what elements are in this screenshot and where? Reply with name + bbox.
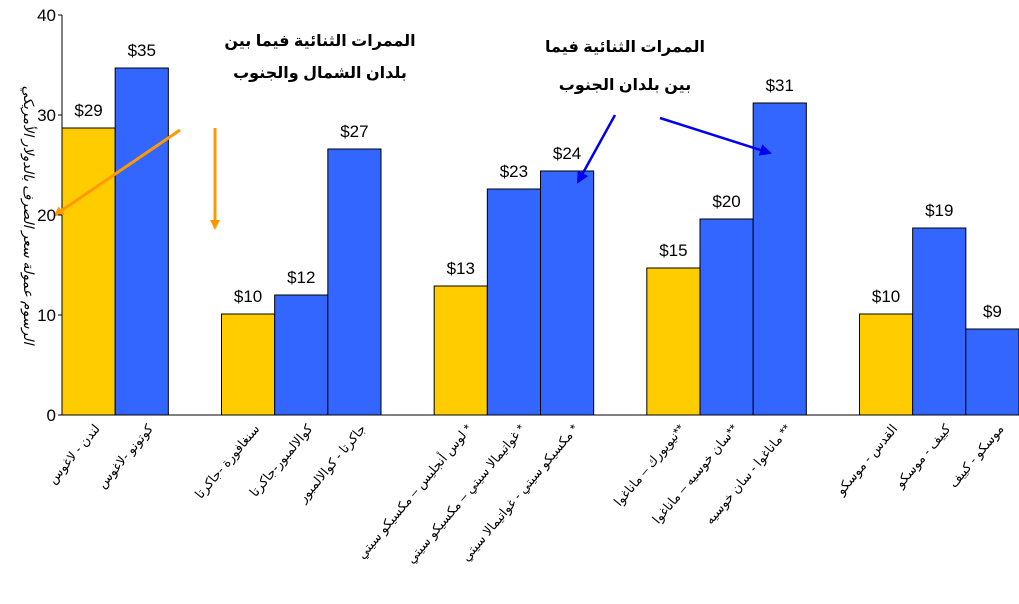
y-axis-label: الرسوم عمولة سعر الصرف بالدولار الأمريكي	[20, 86, 38, 347]
annotation: الممرات الثنائية فيما	[545, 39, 705, 56]
value-label: $10	[234, 287, 262, 306]
bar	[859, 313, 914, 416]
x-tick-label: كوتونو -لاغوس	[94, 421, 157, 492]
y-tick-label: 40	[37, 6, 56, 25]
bar	[965, 328, 1019, 416]
annotation: بين بلدان الجنوب	[559, 77, 691, 94]
value-label: $15	[659, 241, 687, 260]
arrow	[659, 116, 772, 156]
value-label: $35	[128, 41, 156, 60]
arrow	[576, 114, 617, 184]
value-label: $24	[553, 144, 581, 163]
x-tick-label: القدس - موسكو	[832, 421, 901, 499]
value-label: $12	[287, 268, 315, 287]
bar	[114, 67, 169, 416]
bar	[646, 267, 701, 416]
bar	[699, 218, 754, 416]
value-label: $27	[340, 122, 368, 141]
bar	[912, 227, 967, 416]
value-label: $13	[447, 259, 475, 278]
plot	[61, 67, 1019, 416]
annotation: بلدان الشمال والجنوب	[233, 65, 407, 82]
value-label: $10	[872, 287, 900, 306]
arrow	[53, 128, 181, 217]
y-tick-label: 0	[47, 406, 56, 425]
x-tick-label: لندن - لاغوس	[45, 421, 104, 487]
bar	[486, 188, 542, 416]
x-tick-label: موسكو - كييف	[945, 421, 1007, 491]
x-tick-label: مكسيكو سيتي - غواتيمالا سيتي *	[458, 421, 582, 564]
y-tick-label: 30	[37, 106, 56, 125]
value-label: $29	[74, 101, 102, 120]
bar	[274, 294, 329, 416]
bar	[540, 170, 595, 416]
bar	[327, 148, 382, 416]
value-label: $19	[925, 201, 953, 220]
annotation: الممرات الثنائية فيما بين	[224, 33, 415, 50]
y-tick-label: 20	[37, 206, 56, 225]
value-label: $9	[983, 302, 1002, 321]
y-tick-label: 10	[37, 306, 56, 325]
bar	[433, 285, 488, 416]
value-label: $23	[500, 162, 528, 181]
value-label: $20	[712, 192, 740, 211]
value-label: $31	[766, 76, 794, 95]
bar	[221, 313, 276, 416]
bar	[61, 127, 116, 416]
